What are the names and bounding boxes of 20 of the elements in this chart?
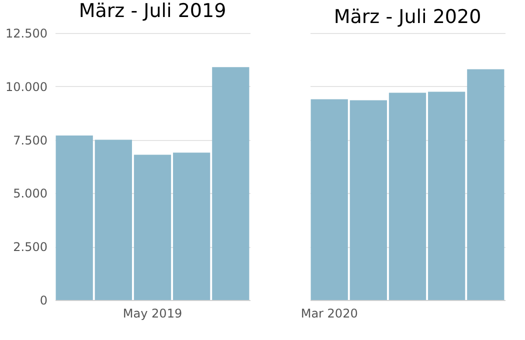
x-tick-label: Mar 2020 bbox=[300, 306, 358, 320]
bar bbox=[56, 136, 93, 300]
bar bbox=[134, 154, 172, 300]
y-tick-label: 0 bbox=[40, 294, 48, 308]
y-tick-label: 12.500 bbox=[6, 26, 48, 40]
chart-title: März - Juli 2020 bbox=[334, 6, 482, 28]
bar bbox=[310, 99, 348, 300]
y-tick-label: 10.000 bbox=[6, 80, 48, 94]
y-tick-label: 2.500 bbox=[13, 240, 48, 254]
bar bbox=[173, 152, 210, 300]
bar bbox=[428, 92, 466, 300]
bar bbox=[212, 67, 250, 300]
y-tick-label: 5.000 bbox=[13, 186, 48, 201]
chart-title: März - Juli 2019 bbox=[78, 0, 226, 22]
bar bbox=[350, 100, 387, 300]
bar bbox=[94, 140, 132, 300]
x-tick-label: May 2019 bbox=[122, 306, 182, 320]
y-tick-label: 7.500 bbox=[13, 133, 48, 148]
bar bbox=[467, 69, 504, 300]
bar bbox=[388, 92, 426, 300]
